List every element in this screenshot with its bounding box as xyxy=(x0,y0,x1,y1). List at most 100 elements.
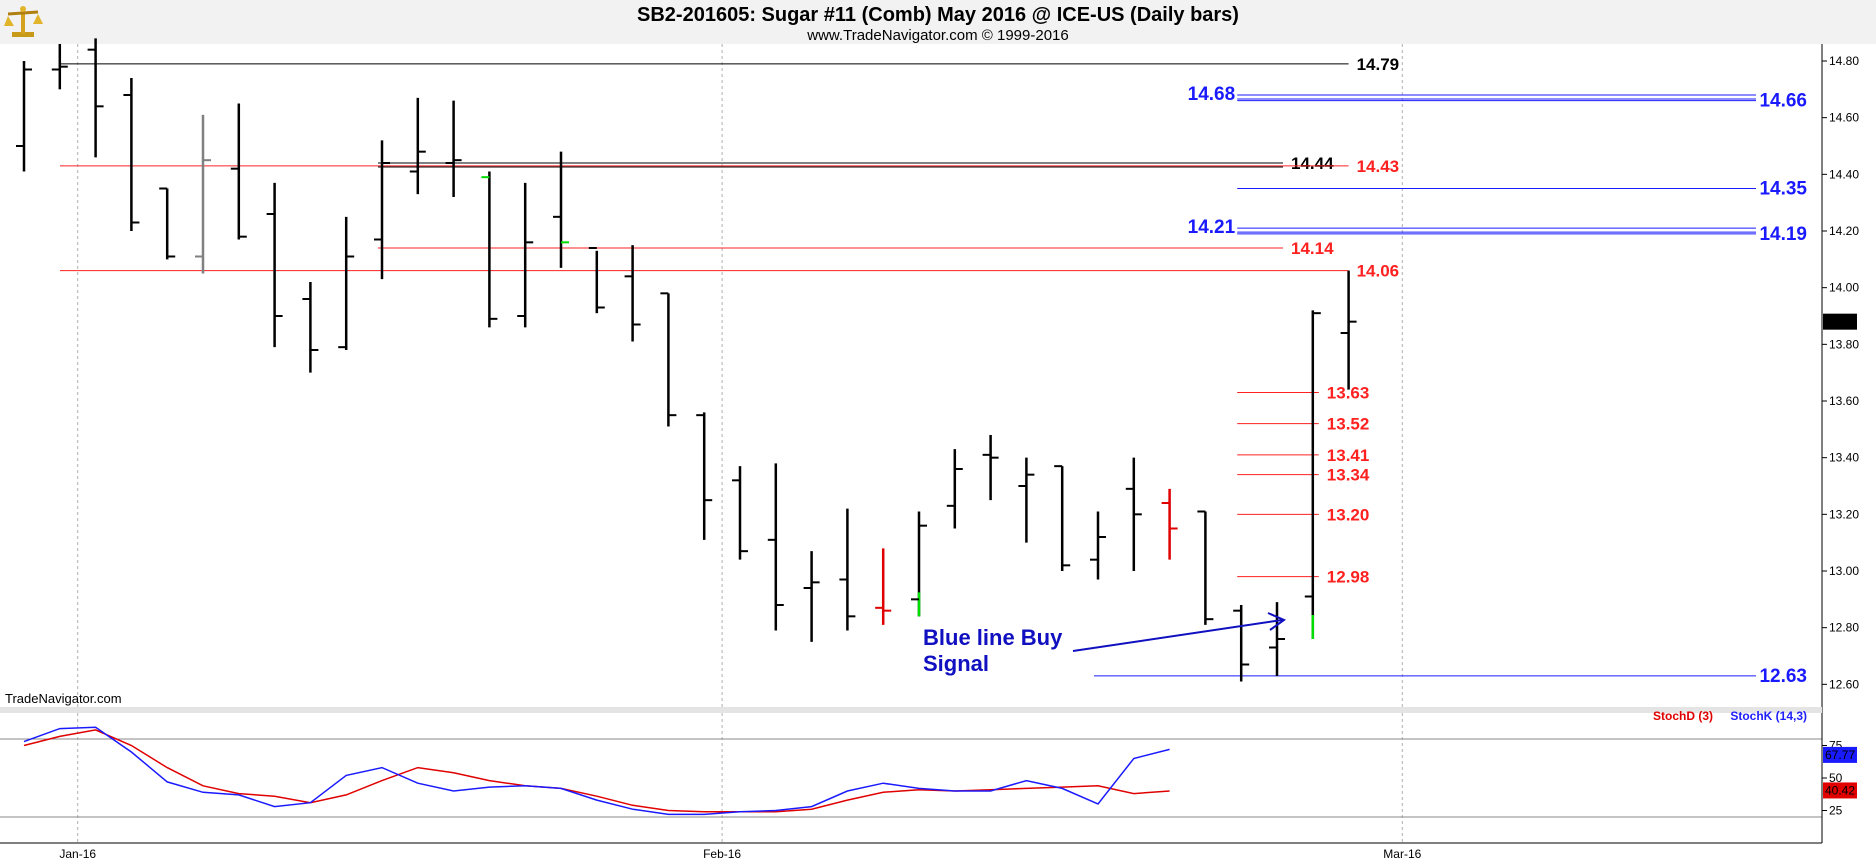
annotation-line-1: Blue line Buy xyxy=(923,625,1063,650)
ohlc-bar xyxy=(767,463,784,631)
level-label: 14.06 xyxy=(1357,262,1400,281)
ohlc-bar xyxy=(266,182,283,348)
ohlc-bar xyxy=(911,511,927,617)
chart-subtitle: www.TradeNavigator.com © 1999-2016 xyxy=(806,27,1068,44)
level-label: 14.44 xyxy=(1291,154,1334,173)
y-tick-label: 14.60 xyxy=(1829,111,1859,125)
y-tick-label: 14.20 xyxy=(1829,224,1859,238)
annotation-arrow xyxy=(1072,619,1283,652)
ohlc-bar xyxy=(982,435,999,501)
level-label: 13.20 xyxy=(1327,505,1370,524)
y-tick-label: 12.60 xyxy=(1829,677,1859,691)
stochd-line xyxy=(23,729,1170,813)
y-tick-label: 14.80 xyxy=(1829,54,1859,68)
ohlc-bar xyxy=(732,466,748,560)
ohlc-bar xyxy=(946,449,963,529)
ohlc-bar xyxy=(195,114,211,274)
ohlc-bar xyxy=(374,140,390,280)
level-label: 13.41 xyxy=(1327,446,1370,465)
level-label: 12.63 xyxy=(1759,666,1807,687)
ohlc-bar xyxy=(230,103,247,240)
indicator-grid xyxy=(0,713,1822,843)
indicator-last-marker xyxy=(1823,782,1857,799)
level-label: 14.21 xyxy=(1188,217,1236,238)
ohlc-bar xyxy=(1018,457,1035,543)
title-bar-bg xyxy=(0,0,1876,44)
ohlc-bar xyxy=(1269,602,1285,676)
ohlc-bar xyxy=(409,97,426,195)
last-price-label: 13.88 xyxy=(1825,315,1855,329)
watermark: TradeNavigator.com xyxy=(5,691,122,706)
x-tick-label: Feb-16 xyxy=(703,847,741,861)
ohlc-bar xyxy=(1090,511,1106,580)
ohlc-bar xyxy=(51,44,68,90)
price-axis: 12.60 12.80 13.00 13.20 13.40 13.60 13.80 14.00… xyxy=(1822,54,1859,691)
y-tick-label: 50 xyxy=(1829,771,1843,785)
level-label: 14.66 xyxy=(1759,91,1807,112)
level-label: 14.14 xyxy=(1291,239,1334,258)
ohlc-bar xyxy=(1304,310,1321,639)
ohlc-bar xyxy=(1161,488,1178,560)
ohlc-bar xyxy=(159,187,176,260)
level-label: 13.52 xyxy=(1327,415,1370,434)
ohlc-bar xyxy=(696,412,713,540)
x-tick-label: Jan-16 xyxy=(59,847,96,861)
y-tick-label: 14.00 xyxy=(1829,281,1859,295)
y-tick-label: 13.60 xyxy=(1829,394,1859,408)
y-tick-label: 13.20 xyxy=(1829,507,1859,521)
y-tick-label: 25 xyxy=(1829,804,1843,818)
price-levels: 14.79 14.68 14.66 14.44 14.43 14.35 14.21 14.19… xyxy=(60,55,1807,687)
price-bars xyxy=(16,38,1357,682)
y-tick-label: 13.00 xyxy=(1829,564,1859,578)
ohlc-bar xyxy=(338,216,355,350)
level-label: 14.35 xyxy=(1759,179,1807,200)
x-tick-label: Mar-16 xyxy=(1383,847,1421,861)
last-price-marker xyxy=(1823,313,1857,330)
ohlc-bar xyxy=(302,282,319,373)
legend-stochd: StochD (3) xyxy=(1653,709,1713,723)
ohlc-bar xyxy=(517,182,534,328)
stochastic-lines xyxy=(23,726,1170,816)
ohlc-bar xyxy=(660,292,677,427)
level-label: 13.34 xyxy=(1327,466,1370,485)
indicator-last-label: 67.77 xyxy=(1825,748,1855,762)
ohlc-bar xyxy=(624,245,641,342)
ohlc-bar xyxy=(1340,270,1357,390)
annotation-line-2: Signal xyxy=(923,651,989,676)
balance-scale-icon xyxy=(4,6,43,37)
time-axis: Jan-16 Feb-16 Mar-16 xyxy=(59,847,1421,861)
ohlc-bar xyxy=(123,78,140,231)
level-label: 14.79 xyxy=(1357,55,1400,74)
ohlc-bar xyxy=(588,247,605,314)
annotation-arrowhead xyxy=(1267,612,1287,631)
stochk-line xyxy=(23,726,1170,816)
indicator-last-marker xyxy=(1823,746,1857,763)
level-label: 14.43 xyxy=(1357,157,1400,176)
level-label: 14.68 xyxy=(1188,84,1236,105)
ohlc-bar xyxy=(839,508,856,631)
y-tick-label: 14.40 xyxy=(1829,167,1859,181)
level-label: 12.98 xyxy=(1327,568,1370,587)
ohlc-bar xyxy=(803,551,820,642)
grid xyxy=(77,44,1403,707)
pane-separator xyxy=(0,707,1822,713)
ohlc-bar xyxy=(1125,457,1142,571)
ohlc-bar xyxy=(553,151,569,268)
ohlc-bar xyxy=(87,38,104,158)
y-tick-label: 13.80 xyxy=(1829,337,1859,351)
ohlc-bar xyxy=(481,171,498,328)
indicator-last-label: 40.42 xyxy=(1825,783,1855,797)
ohlc-bar xyxy=(875,548,892,625)
ohlc-bar xyxy=(445,100,462,197)
y-tick-label: 12.80 xyxy=(1829,621,1859,635)
level-label: 13.63 xyxy=(1327,384,1370,403)
level-label: 14.19 xyxy=(1759,224,1807,245)
chart-title: SB2-201605: Sugar #11 (Comb) May 2016 @ … xyxy=(637,4,1239,26)
ohlc-bar xyxy=(1233,605,1250,682)
ohlc-bar xyxy=(16,61,32,172)
buy-signal-annotation: Blue line Buy Signal xyxy=(923,612,1287,676)
legend-stochk: StochK (14,3) xyxy=(1730,709,1807,723)
ohlc-bar xyxy=(1054,465,1071,571)
